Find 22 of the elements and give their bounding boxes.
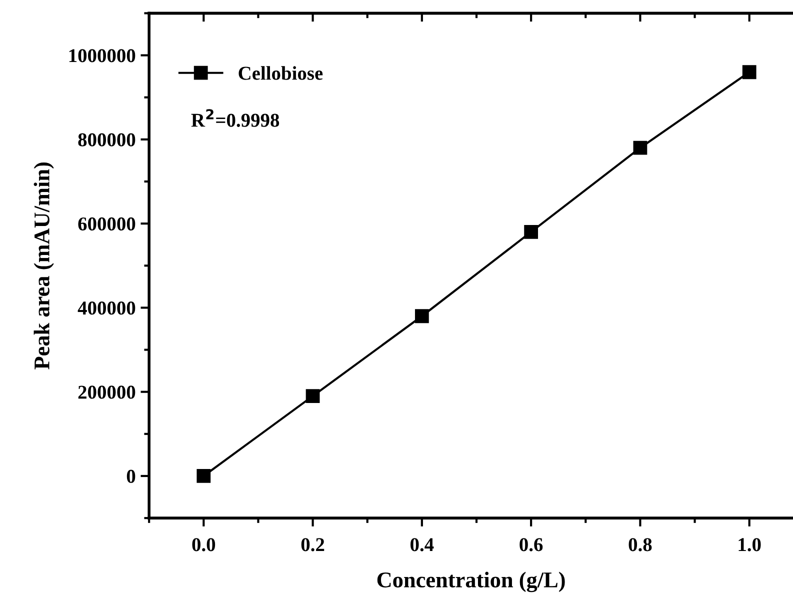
y-tick-label: 200000 — [78, 386, 136, 399]
x-tick-label: 0.6 — [520, 538, 543, 552]
x-tick-label: 0.4 — [410, 538, 434, 552]
x-axis-title: Concentration (g/L) — [377, 572, 565, 592]
y-axis-title: Peak area (mAU/min) — [34, 162, 54, 370]
y-tick-label: 600000 — [78, 217, 136, 231]
x-tick-label: 1.0 — [738, 538, 761, 552]
point — [524, 225, 538, 239]
point — [196, 469, 211, 483]
y-tick-label: 0 — [126, 470, 136, 483]
legend-label: Cellobiose — [238, 66, 323, 80]
point — [742, 65, 756, 80]
y-tick-label: 400000 — [78, 302, 136, 315]
x-tick-label: 0.2 — [301, 538, 324, 552]
annotation: R$^{2}$=0.9998 — [191, 109, 280, 127]
y-tick-label: 800000 — [78, 133, 136, 146]
y-tick-label: 1000000 — [69, 49, 136, 62]
x-tick-label: 0.0 — [192, 538, 216, 552]
point — [414, 309, 429, 324]
x-tick-label: 0.8 — [628, 538, 652, 552]
point — [633, 140, 648, 155]
point — [306, 389, 320, 404]
